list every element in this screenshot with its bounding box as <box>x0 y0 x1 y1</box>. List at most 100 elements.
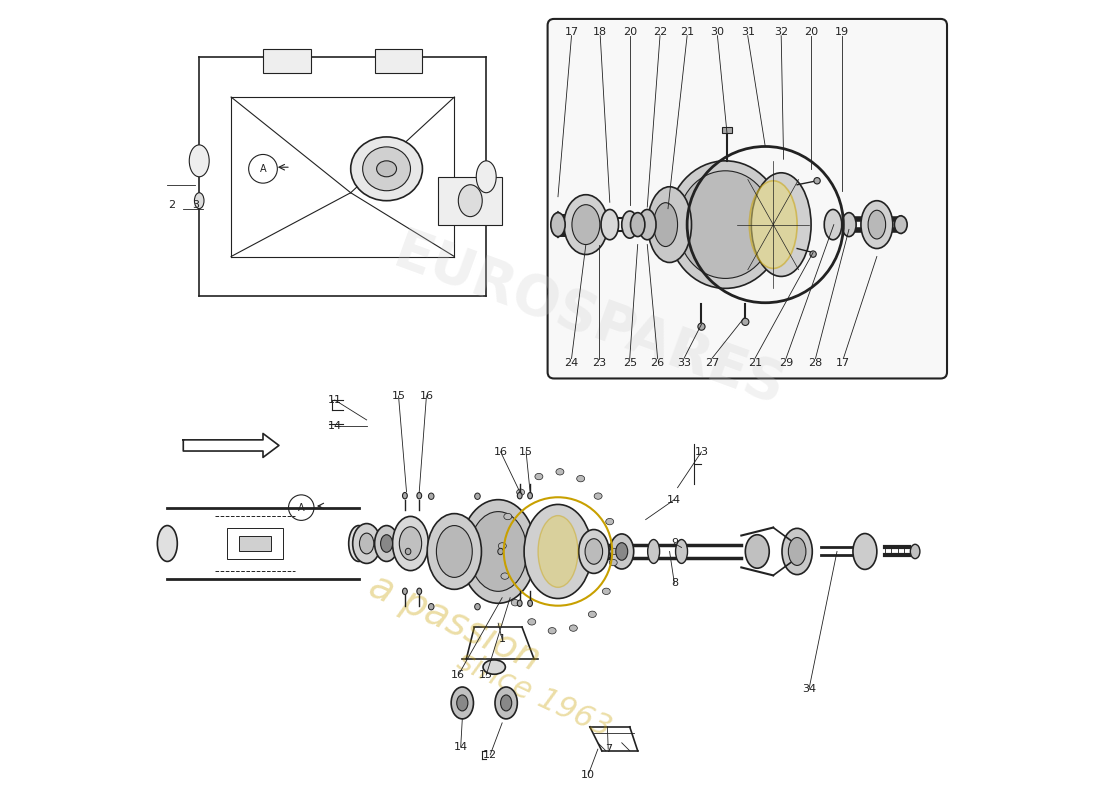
Ellipse shape <box>417 588 421 594</box>
Ellipse shape <box>504 514 512 520</box>
Ellipse shape <box>157 526 177 562</box>
Ellipse shape <box>594 493 602 499</box>
Ellipse shape <box>528 618 536 625</box>
Text: 20: 20 <box>804 26 818 37</box>
Text: 16: 16 <box>494 447 507 457</box>
Text: EUROSPARES: EUROSPARES <box>387 225 793 416</box>
Text: 21: 21 <box>680 26 694 37</box>
Ellipse shape <box>500 573 509 579</box>
Text: 20: 20 <box>623 26 637 37</box>
Ellipse shape <box>630 213 645 237</box>
Bar <box>375 50 422 73</box>
Ellipse shape <box>621 211 638 238</box>
Text: 8: 8 <box>671 578 678 588</box>
Text: 16: 16 <box>451 670 465 680</box>
Ellipse shape <box>498 542 506 549</box>
Ellipse shape <box>697 323 705 330</box>
Ellipse shape <box>648 186 692 262</box>
Ellipse shape <box>601 210 618 240</box>
Ellipse shape <box>751 173 811 277</box>
Ellipse shape <box>576 475 585 482</box>
Ellipse shape <box>403 493 407 499</box>
Text: A: A <box>260 164 266 174</box>
Text: 30: 30 <box>711 26 725 37</box>
Ellipse shape <box>648 539 660 563</box>
Ellipse shape <box>500 695 512 711</box>
Ellipse shape <box>353 523 381 563</box>
Ellipse shape <box>535 474 543 480</box>
Text: a passion: a passion <box>363 567 546 679</box>
Bar <box>439 177 503 225</box>
Text: 14: 14 <box>453 742 468 752</box>
Text: 1: 1 <box>498 634 506 644</box>
Ellipse shape <box>564 194 608 254</box>
Ellipse shape <box>570 625 578 631</box>
Ellipse shape <box>517 493 522 499</box>
Ellipse shape <box>495 687 517 719</box>
Text: 34: 34 <box>802 683 816 694</box>
Ellipse shape <box>868 210 886 239</box>
Ellipse shape <box>585 538 603 564</box>
Text: 24: 24 <box>564 358 579 367</box>
Ellipse shape <box>375 526 398 562</box>
Text: 29: 29 <box>779 358 793 367</box>
Ellipse shape <box>528 493 532 499</box>
Ellipse shape <box>852 534 877 570</box>
Ellipse shape <box>399 526 421 560</box>
Text: 15: 15 <box>392 391 406 401</box>
Ellipse shape <box>824 210 842 240</box>
Text: 2: 2 <box>168 200 175 210</box>
Ellipse shape <box>517 489 525 495</box>
Text: 13: 13 <box>694 447 708 457</box>
Text: 12: 12 <box>483 750 497 760</box>
Ellipse shape <box>417 493 421 499</box>
Ellipse shape <box>746 534 769 568</box>
Ellipse shape <box>351 137 422 201</box>
Ellipse shape <box>524 505 592 598</box>
Ellipse shape <box>741 318 749 326</box>
Text: 28: 28 <box>808 358 823 367</box>
Ellipse shape <box>814 178 821 184</box>
Text: 32: 32 <box>774 26 789 37</box>
Text: 16: 16 <box>419 391 433 401</box>
Ellipse shape <box>475 603 481 610</box>
Ellipse shape <box>842 213 856 237</box>
Ellipse shape <box>360 533 374 554</box>
Ellipse shape <box>460 500 536 603</box>
Ellipse shape <box>548 627 557 634</box>
Ellipse shape <box>911 544 920 558</box>
Ellipse shape <box>476 161 496 193</box>
Ellipse shape <box>456 695 468 711</box>
Text: 26: 26 <box>650 358 664 367</box>
Ellipse shape <box>349 526 368 562</box>
Ellipse shape <box>668 161 783 288</box>
Text: 25: 25 <box>623 358 637 367</box>
Text: 15: 15 <box>480 670 493 680</box>
Ellipse shape <box>609 548 618 554</box>
Ellipse shape <box>616 542 628 560</box>
Text: 23: 23 <box>593 358 606 367</box>
Ellipse shape <box>749 181 798 269</box>
Ellipse shape <box>459 185 482 217</box>
Ellipse shape <box>606 518 614 525</box>
Text: 19: 19 <box>835 26 849 37</box>
Ellipse shape <box>428 603 435 610</box>
Text: 11: 11 <box>328 395 342 405</box>
Text: 18: 18 <box>593 26 607 37</box>
Text: 17: 17 <box>836 358 850 367</box>
Ellipse shape <box>675 539 688 563</box>
Text: 14: 14 <box>668 494 681 505</box>
Ellipse shape <box>393 516 428 570</box>
Text: 33: 33 <box>676 358 691 367</box>
Ellipse shape <box>428 493 435 499</box>
Ellipse shape <box>470 512 527 591</box>
Ellipse shape <box>512 599 519 606</box>
Ellipse shape <box>642 213 657 237</box>
Text: 14: 14 <box>328 421 342 430</box>
Ellipse shape <box>861 201 893 249</box>
Ellipse shape <box>572 205 600 245</box>
Bar <box>723 126 732 133</box>
Ellipse shape <box>638 210 656 240</box>
Text: 27: 27 <box>705 358 719 367</box>
Ellipse shape <box>517 600 522 606</box>
